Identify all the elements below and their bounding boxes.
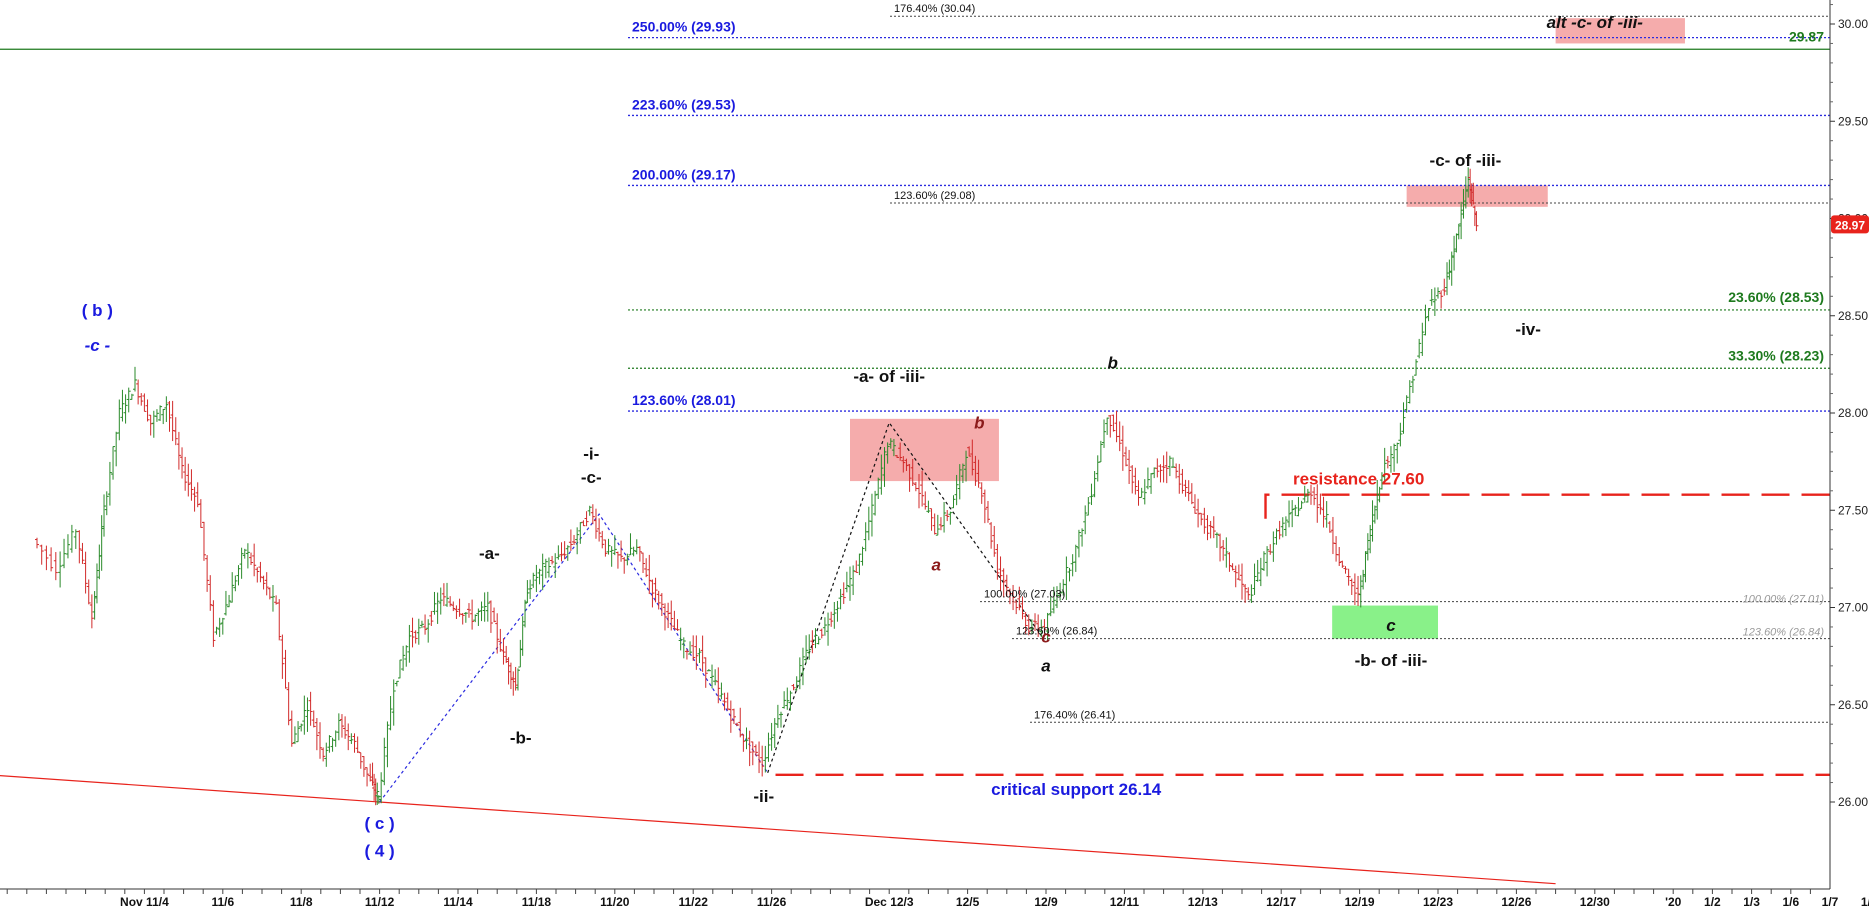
- x-tick-label: 11/6: [211, 895, 234, 909]
- fib-label-blue: 250.00% (29.93): [632, 19, 736, 35]
- wave-label: ( c ): [364, 814, 394, 833]
- wave-label: a: [1041, 657, 1050, 676]
- labels-layer: 250.00% (29.93) 223.60% (29.53) 200.00% (2…: [82, 3, 1825, 860]
- wave-label: -b-: [510, 729, 532, 748]
- fib-lines-layer: [0, 15, 1830, 776]
- y-tick-label: 27.50: [1838, 503, 1868, 517]
- trend-layer: [0, 421, 1556, 885]
- wave-label: alt -c- of -iii-: [1547, 13, 1644, 32]
- zones-layer: [850, 18, 1685, 639]
- wave-label: b: [1107, 353, 1117, 372]
- wave-label: c: [1041, 628, 1051, 647]
- fib-label-black: 176.40% (30.04): [894, 3, 975, 15]
- x-tick-label: 1/3: [1743, 895, 1760, 909]
- x-tick-label: 12/9: [1034, 895, 1058, 909]
- y-tick-label: 27.00: [1838, 601, 1868, 615]
- wave-label: -c -: [85, 336, 111, 355]
- wave-label: -a- of -iii-: [853, 367, 925, 386]
- y-tick-label: 28.00: [1838, 406, 1868, 420]
- wave-label: -c- of -iii-: [1430, 151, 1502, 170]
- wave-label: -i-: [583, 445, 599, 464]
- y-tick-label: 26.00: [1838, 795, 1868, 809]
- x-tick-label: 11/18: [522, 895, 552, 909]
- x-tick-label: 12/30: [1580, 895, 1610, 909]
- fib-label-black: 123.60% (26.84): [1016, 626, 1097, 638]
- x-tick-label: 12/13: [1188, 895, 1218, 909]
- resistance-line: [1264, 493, 1830, 519]
- wave-label: -b- of -iii-: [1355, 651, 1428, 670]
- fib-label-black: 176.40% (26.41): [1034, 709, 1115, 721]
- x-tick-label: 12/23: [1423, 895, 1453, 909]
- support-label: critical support 26.14: [991, 780, 1162, 799]
- x-tick-label: 12/26: [1501, 895, 1531, 909]
- y-tick-label: 29.50: [1838, 114, 1868, 128]
- x-tick-label: 11/20: [600, 895, 630, 909]
- fib-label-black: 123.60% (29.08): [894, 190, 975, 202]
- x-tick-label: 1/8: [1861, 895, 1869, 909]
- wave-label: -ii-: [753, 787, 774, 806]
- fib-label-blue: 200.00% (29.17): [632, 166, 736, 182]
- x-tick-label: Nov 11/4: [120, 895, 169, 909]
- green-line-label: 29.87: [1789, 28, 1824, 44]
- fib-label-black: 100.00% (27.03): [984, 589, 1065, 601]
- fib-label-gray: 100.00% (27.01): [1743, 594, 1825, 606]
- current-price-label: 28.97: [1835, 218, 1865, 232]
- wave-label: -iv-: [1515, 320, 1541, 339]
- x-tick-label: 1/7: [1822, 895, 1839, 909]
- x-tick-label: 11/12: [365, 895, 395, 909]
- wave-label: ( b ): [82, 301, 113, 320]
- fib-label-gray: 123.60% (26.84): [1743, 627, 1825, 639]
- wave-label: c: [1386, 616, 1396, 635]
- x-tick-label: 11/8: [290, 895, 313, 909]
- x-tick-label: 11/22: [679, 895, 709, 909]
- zone-box: [850, 418, 999, 482]
- x-tick-label: 11/14: [443, 895, 473, 909]
- x-tick-label: 12/17: [1266, 895, 1296, 909]
- y-tick-label: 26.50: [1838, 698, 1868, 712]
- zone-box: [1555, 18, 1685, 44]
- wave-label: b: [974, 414, 984, 433]
- fib-label-blue: 223.60% (29.53): [632, 96, 736, 112]
- fib-label-green: 23.60% (28.53): [1728, 289, 1824, 305]
- wave-label: -c-: [581, 468, 602, 487]
- current-price-badge: [1831, 215, 1869, 234]
- x-tick-label: Dec 12/3: [865, 895, 914, 909]
- x-tick-label: 1/6: [1782, 895, 1799, 909]
- x-tick-label: 12/5: [956, 895, 980, 909]
- x-tick-label: 11/26: [757, 895, 787, 909]
- zone-box: [1332, 605, 1438, 639]
- red-trendline: [0, 775, 1556, 885]
- y-tick-label: 28.50: [1838, 309, 1868, 323]
- fib-label-blue: 123.60% (28.01): [632, 392, 736, 408]
- wave-label: a: [932, 556, 941, 575]
- x-tick-label: 12/11: [1110, 895, 1140, 909]
- wave-label: ( 4 ): [364, 841, 394, 860]
- x-tick-label: '20: [1665, 895, 1682, 909]
- fib-label-green: 33.30% (28.23): [1728, 347, 1824, 363]
- candles-layer: [34, 167, 1479, 806]
- y-tick-label: 30.00: [1838, 17, 1868, 31]
- wave-path: [379, 513, 769, 803]
- resistance-label: resistance 27.60: [1293, 470, 1424, 489]
- x-tick-label: 12/19: [1345, 895, 1375, 909]
- wave-label: -a-: [479, 544, 500, 563]
- x-tick-label: 1/2: [1704, 895, 1721, 909]
- zone-box: [1406, 185, 1548, 207]
